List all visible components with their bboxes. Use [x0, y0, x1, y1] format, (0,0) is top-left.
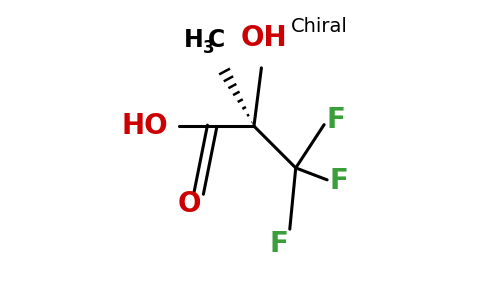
Text: HO: HO [121, 112, 168, 140]
Text: F: F [330, 167, 348, 195]
Text: 3: 3 [203, 40, 215, 58]
Text: C: C [208, 28, 225, 52]
Text: H: H [183, 28, 203, 52]
Text: OH: OH [241, 24, 287, 52]
Text: F: F [327, 106, 346, 134]
Text: F: F [270, 230, 289, 258]
Text: Chiral: Chiral [291, 16, 348, 36]
Text: O: O [178, 190, 201, 218]
